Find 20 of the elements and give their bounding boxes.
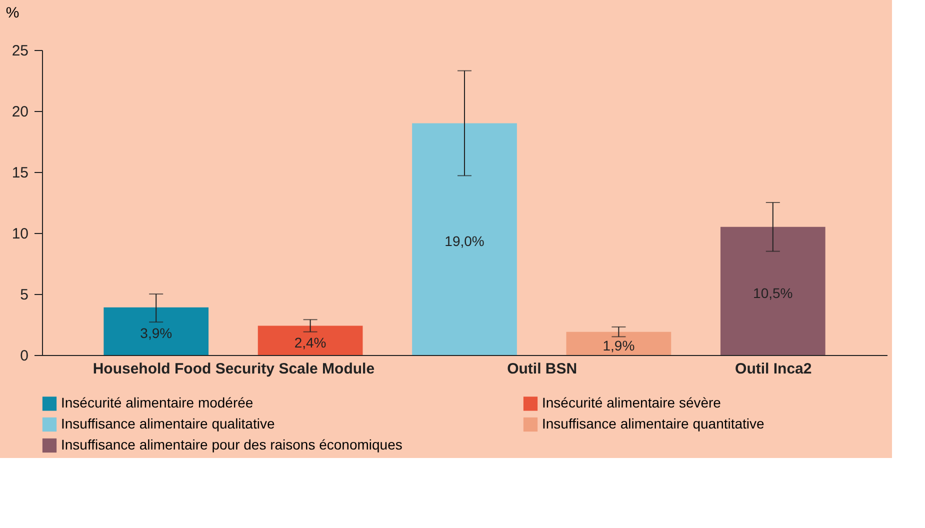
- y-tick-label: 5: [20, 286, 28, 304]
- y-tick-label: 25: [12, 42, 28, 60]
- x-tick-label: Outil BSN: [507, 360, 578, 378]
- data-label: 2,4%: [294, 334, 326, 350]
- legend-label: Insuffisance alimentaire qualitative: [61, 416, 275, 432]
- legend-label: Insuffisance alimentaire pour des raisons économiques: [61, 436, 402, 452]
- y-tick-label: 10: [12, 226, 28, 242]
- data-label: 10,5%: [753, 284, 793, 301]
- y-tick-label: 20: [12, 104, 28, 120]
- data-label: 1,9%: [602, 337, 635, 354]
- data-label: 3,9%: [140, 325, 172, 342]
- legend-label: Insécurité alimentaire sévère: [542, 394, 722, 411]
- data-label: 19,0%: [444, 233, 484, 250]
- y-tick-label: 0: [20, 348, 28, 364]
- x-tick-label: Outil Inca2: [735, 360, 812, 378]
- x-tick-label: Household Food Security Scale Module: [92, 360, 375, 378]
- y-axis-title: %: [6, 4, 20, 22]
- legend-label: Insécurité alimentaire modérée: [61, 394, 254, 411]
- y-tick-label: 15: [12, 164, 28, 182]
- legend-label: Insuffisance alimentaire quantitative: [542, 416, 765, 432]
